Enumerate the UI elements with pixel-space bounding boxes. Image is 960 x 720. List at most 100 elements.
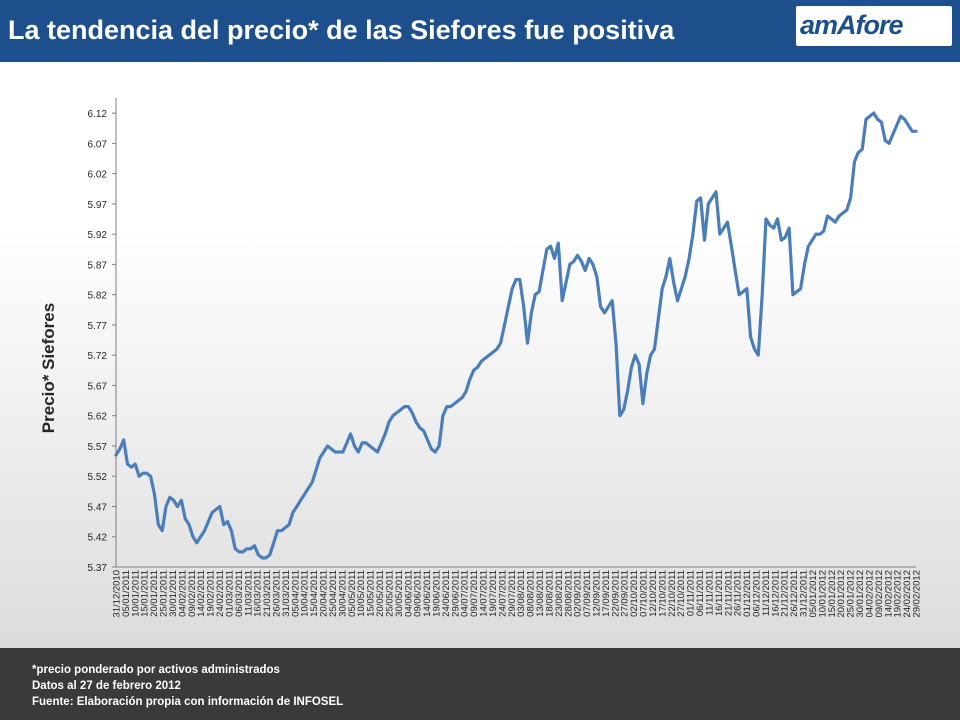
x-tick-label: 16/12/2011	[770, 570, 781, 617]
x-tick-label: 11/11/2011	[704, 570, 715, 615]
y-tick-label: 5.82	[88, 291, 108, 302]
logo-text: amAfore	[800, 10, 904, 40]
x-tick-label: 25/01/2011	[159, 570, 170, 617]
series-line	[114, 111, 918, 560]
x-tick-label: 06/03/2011	[234, 570, 245, 617]
footnote-source: Fuente: Elaboración propia con informaci…	[32, 696, 344, 708]
x-tick-label: 15/01/2012	[827, 570, 838, 618]
x-tick-label: 19/02/2012	[893, 570, 904, 618]
footnote-date: Datos al 27 de febrero 2012	[32, 680, 181, 692]
y-tick-label: 6.02	[88, 170, 108, 181]
x-tick-label: 25/01/2012	[846, 570, 857, 618]
x-axis-ticks: 31/12/201005/01/201110/01/201115/01/2011…	[112, 570, 923, 618]
x-tick-label: 25/05/2011	[384, 570, 395, 617]
y-tick-label: 5.97	[88, 200, 108, 211]
x-tick-label: 12/09/2011	[592, 570, 603, 617]
x-tick-label: 15/04/2011	[309, 570, 320, 617]
x-tick-label: 30/01/2011	[168, 570, 179, 617]
x-tick-label: 10/01/2011	[130, 570, 141, 617]
y-tick-label: 5.37	[88, 563, 108, 574]
x-tick-label: 10/04/2011	[300, 570, 311, 617]
x-tick-label: 05/04/2011	[290, 570, 301, 617]
x-tick-label: 20/05/2011	[375, 570, 386, 617]
y-tick-label: 5.47	[88, 502, 108, 513]
x-tick-label: 20/01/2012	[836, 570, 847, 618]
x-tick-label: 27/10/2011	[676, 570, 687, 617]
x-tick-label: 09/06/2011	[413, 570, 424, 617]
y-tick-label: 5.62	[88, 412, 108, 423]
y-tick-label: 5.52	[88, 472, 108, 483]
x-tick-label: 04/02/2012	[864, 570, 875, 618]
x-tick-label: 10/05/2011	[356, 570, 367, 617]
y-tick-label: 6.07	[88, 139, 108, 150]
y-axis-label: Precio* Siefores	[39, 303, 58, 433]
x-tick-label: 29/07/2011	[507, 570, 518, 617]
x-tick-label: 21/12/2011	[780, 570, 791, 617]
footnote-weighting: *precio ponderado por activos administra…	[32, 664, 280, 676]
y-tick-label: 5.92	[88, 230, 108, 241]
y-tick-label: 6.12	[88, 109, 108, 120]
x-tick-label: 28/08/2011	[563, 570, 574, 617]
x-tick-label: 20/04/2011	[319, 570, 330, 617]
x-tick-label: 11/03/2011	[243, 570, 254, 616]
x-tick-label: 09/02/2012	[874, 570, 885, 618]
x-tick-label: 25/04/2011	[328, 570, 339, 617]
x-tick-label: 08/08/2011	[526, 570, 537, 617]
x-tick-label: 21/11/2011	[723, 570, 734, 616]
x-tick-label: 14/06/2011	[422, 570, 433, 617]
x-tick-label: 19/02/2011	[206, 570, 217, 617]
x-tick-label: 07/10/2011	[639, 570, 650, 617]
x-tick-label: 31/12/2010	[112, 570, 123, 618]
y-tick-label: 5.42	[88, 533, 108, 544]
x-tick-label: 15/05/2011	[366, 570, 377, 617]
x-tick-label: 16/03/2011	[253, 570, 264, 617]
x-tick-label: 13/08/2011	[535, 570, 546, 617]
x-tick-label: 26/03/2011	[272, 570, 283, 617]
y-tick-label: 5.87	[88, 260, 108, 271]
x-tick-label: 22/09/2011	[610, 570, 621, 617]
x-tick-label: 31/03/2011	[281, 570, 292, 617]
x-tick-label: 24/07/2011	[497, 570, 508, 617]
x-tick-label: 22/10/2011	[667, 570, 678, 617]
x-tick-label: 27/09/2011	[620, 570, 631, 617]
x-tick-label: 05/01/2011	[121, 570, 132, 617]
footer-bar: *precio ponderado por activos administra…	[0, 648, 960, 720]
x-tick-label: 01/12/2011	[742, 570, 753, 617]
x-tick-label: 01/03/2011	[224, 570, 235, 617]
y-tick-label: 5.57	[88, 442, 108, 453]
x-tick-label: 05/05/2011	[347, 570, 358, 617]
x-tick-label: 24/06/2011	[441, 570, 452, 617]
x-tick-label: 04/07/2011	[460, 570, 471, 617]
y-axis-ticks: 6.12 6.07 6.02 5.97 5.92 5.87 5.82 5.77 5.72 5.67…	[88, 109, 116, 574]
x-tick-label: 30/04/2011	[337, 570, 348, 617]
x-tick-label: 14/07/2011	[479, 570, 490, 617]
x-tick-label: 26/11/2011	[733, 570, 744, 616]
x-tick-label: 02/09/2011	[573, 570, 584, 617]
x-tick-label: 18/08/2011	[544, 570, 555, 617]
x-tick-label: 01/11/2011	[686, 570, 697, 616]
x-tick-label: 26/12/2011	[789, 570, 800, 617]
x-tick-label: 06/12/2011	[752, 570, 763, 617]
x-tick-label: 30/01/2012	[855, 570, 866, 618]
x-tick-label: 14/02/2012	[883, 570, 894, 618]
y-tick-label: 5.77	[88, 321, 108, 332]
amafore-logo: amAfore	[796, 6, 952, 46]
x-tick-label: 21/03/2011	[262, 570, 273, 617]
y-tick-label: 5.67	[88, 381, 108, 392]
x-tick-label: 24/02/2012	[902, 570, 913, 618]
x-tick-label: 11/12/2011	[761, 570, 772, 616]
chart-background	[0, 62, 960, 648]
x-tick-label: 29/02/2012	[912, 570, 923, 618]
x-tick-label: 31/12/2011	[799, 570, 810, 617]
x-tick-label: 03/08/2011	[516, 570, 527, 617]
x-tick-label: 15/01/2011	[140, 570, 151, 617]
x-tick-label: 05/01/2012	[808, 570, 819, 618]
x-tick-label: 23/08/2011	[554, 570, 565, 617]
x-tick-label: 14/02/2011	[196, 570, 207, 617]
x-tick-label: 17/09/2011	[601, 570, 612, 617]
x-tick-label: 20/01/2011	[149, 570, 160, 617]
x-tick-label: 12/10/2011	[648, 570, 659, 617]
price-line-chart: Precio* Siefores 6.12 6.07 6.02 5.97 5.92 5.8…	[39, 98, 923, 618]
x-tick-label: 06/11/2011	[695, 570, 706, 616]
header-bar: La tendencia del precio* de las Siefores…	[0, 0, 960, 62]
